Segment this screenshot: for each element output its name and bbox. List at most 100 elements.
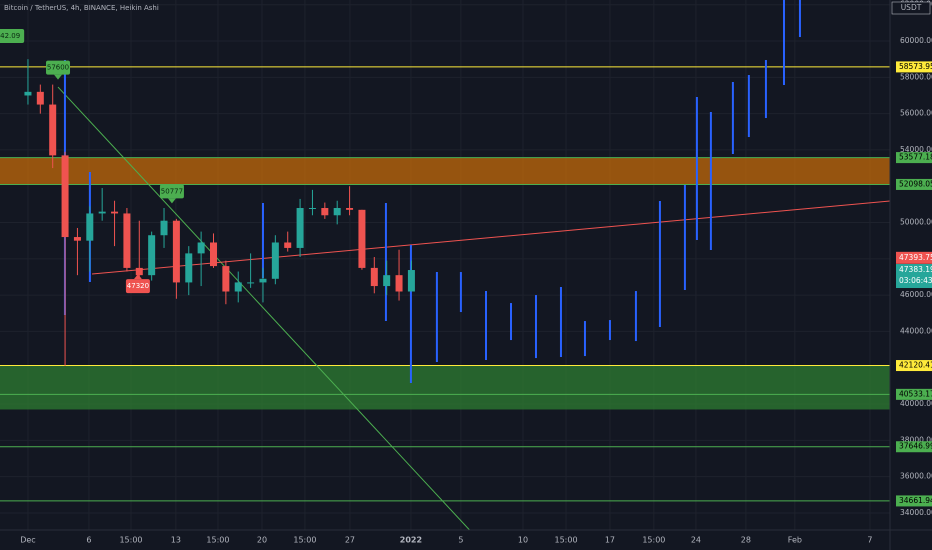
x-tick-label: 15:00 bbox=[293, 536, 316, 545]
y-tick-label: 54000.00 bbox=[900, 145, 932, 154]
candle-body bbox=[49, 104, 57, 156]
price-tag-label: 47393.75 bbox=[899, 253, 932, 262]
candle-body bbox=[333, 208, 341, 216]
x-tick-label: 15:00 bbox=[642, 536, 665, 545]
candle-body bbox=[36, 91, 44, 105]
level-tag bbox=[896, 441, 932, 453]
candle-body bbox=[24, 91, 32, 96]
candle-body bbox=[185, 253, 193, 283]
annotation-pointer bbox=[167, 198, 176, 204]
candle-body bbox=[86, 213, 94, 241]
axes: 62000.0060000.0058000.0056000.0054000.00… bbox=[20, 0, 932, 545]
candle-body bbox=[197, 242, 205, 254]
candle-body bbox=[210, 242, 218, 267]
annotation-box bbox=[0, 29, 25, 43]
level-label: 58573.95 bbox=[899, 62, 932, 71]
candle-body bbox=[358, 209, 366, 268]
currency-label: USDT bbox=[901, 3, 922, 12]
price-tag bbox=[896, 251, 932, 264]
candle-body bbox=[222, 266, 230, 292]
x-tick-label: 15:00 bbox=[206, 536, 229, 545]
annotation-box bbox=[46, 60, 71, 75]
price-tag-label: 47383.19 bbox=[899, 265, 932, 274]
zone bbox=[0, 157, 890, 185]
x-tick-label: 24 bbox=[691, 536, 701, 545]
trendline bbox=[57, 86, 470, 530]
x-tick-label: 10 bbox=[518, 536, 528, 545]
y-tick-label: 46000.00 bbox=[900, 290, 932, 299]
candle-body bbox=[308, 208, 316, 210]
candle-body bbox=[135, 267, 143, 276]
level-label: 40533.17 bbox=[899, 389, 932, 398]
candle-body bbox=[172, 220, 180, 283]
annotation-label: 47320 bbox=[127, 282, 149, 290]
candle-body bbox=[73, 237, 81, 241]
x-tick-label: 2022 bbox=[400, 536, 422, 545]
zone bbox=[0, 365, 890, 410]
candle-body bbox=[98, 211, 106, 214]
annotation-label: 42.09 bbox=[0, 32, 20, 40]
x-tick-label: 17 bbox=[605, 536, 615, 545]
x-tick-label: 15:00 bbox=[555, 536, 578, 545]
candle-body bbox=[271, 242, 279, 279]
annotation-pointer bbox=[133, 274, 142, 280]
candle-body bbox=[247, 282, 255, 284]
level-tag bbox=[896, 178, 932, 190]
x-tick-label: Feb bbox=[788, 536, 802, 545]
y-tick-label: 50000.00 bbox=[900, 218, 932, 227]
level-tag bbox=[896, 360, 932, 372]
x-tick-label: 13 bbox=[171, 536, 181, 545]
candle-body bbox=[296, 208, 304, 248]
x-tick-label: 7 bbox=[867, 536, 872, 545]
annotation-box bbox=[159, 184, 184, 199]
annotation-label: 50777 bbox=[161, 187, 183, 195]
level-tag bbox=[896, 495, 932, 507]
x-tick-label: 27 bbox=[345, 536, 355, 545]
x-tick-label: 15:00 bbox=[119, 536, 142, 545]
price-tag bbox=[896, 264, 932, 289]
candle-body bbox=[259, 278, 267, 283]
y-tick-label: 58000.00 bbox=[900, 72, 932, 81]
currency-tag bbox=[891, 1, 931, 15]
plot-area: 57600 50777 47320 42.09 bbox=[0, 0, 890, 530]
candle-body bbox=[407, 270, 415, 292]
candle-body bbox=[111, 211, 119, 214]
x-tick-label: 20 bbox=[257, 536, 267, 545]
annotation-box bbox=[125, 279, 150, 294]
candle-body bbox=[346, 208, 354, 210]
y-tick-label: 36000.00 bbox=[900, 472, 932, 481]
candle-body bbox=[284, 242, 292, 248]
level-tag bbox=[896, 388, 932, 400]
candle-body bbox=[321, 208, 329, 216]
y-tick-label: 44000.00 bbox=[900, 326, 932, 335]
level-label: 53577.18 bbox=[899, 153, 932, 162]
level-label: 34661.94 bbox=[899, 496, 932, 505]
x-tick-label: Dec bbox=[20, 536, 35, 545]
level-label: 52098.05 bbox=[899, 179, 932, 188]
candle-body bbox=[234, 282, 242, 292]
annotation-pointer bbox=[54, 74, 63, 80]
x-tick-label: 5 bbox=[458, 536, 463, 545]
countdown: 03:06:43 bbox=[899, 276, 932, 285]
y-tick-label: 56000.00 bbox=[900, 109, 932, 118]
annotation-label: 57600 bbox=[47, 64, 69, 72]
candle-body bbox=[383, 275, 391, 287]
x-tick-label: 28 bbox=[741, 536, 751, 545]
y-tick-label: 34000.00 bbox=[900, 508, 932, 517]
candle-body bbox=[370, 267, 378, 287]
x-tick-label: 6 bbox=[86, 536, 91, 545]
y-tick-label: 38000.00 bbox=[900, 435, 932, 444]
candle-body bbox=[160, 220, 168, 236]
candle-body bbox=[123, 213, 131, 268]
y-tick-label: 60000.00 bbox=[900, 36, 932, 45]
level-label: 37646.99 bbox=[899, 442, 932, 451]
candle-body bbox=[61, 155, 69, 238]
level-label: 42120.41 bbox=[899, 361, 932, 370]
candle-body bbox=[395, 275, 403, 292]
level-tag bbox=[896, 152, 932, 164]
chart-title: Bitcoin / TetherUS, 4h, BINANCE, Heikin … bbox=[4, 4, 159, 12]
trendline bbox=[91, 200, 890, 275]
y-tick-label: 40000.00 bbox=[900, 399, 932, 408]
